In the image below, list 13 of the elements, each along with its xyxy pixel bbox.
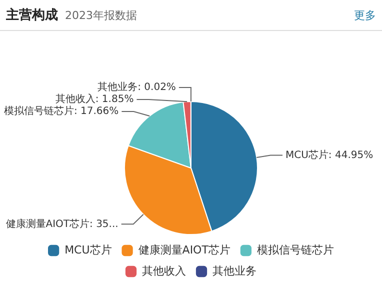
legend-label: 健康测量AIOT芯片	[138, 243, 230, 256]
legend-label: 模拟信号链芯片	[256, 243, 334, 256]
data-label: MCU芯片: 44.95%	[285, 148, 374, 161]
legend-label: 其他收入	[142, 264, 186, 278]
chart-title: 主营构成	[6, 6, 58, 24]
data-label: 其他收入: 1.85%	[55, 93, 134, 106]
legend-label: 其他业务	[212, 264, 256, 278]
legend-label: MCU芯片	[64, 243, 112, 256]
text: 更多	[354, 8, 376, 22]
data-label: 模拟信号链芯片: 17.66%	[4, 105, 119, 118]
data-label: 健康测量AIOT芯片: 35...	[6, 218, 118, 230]
chart-subtitle: 2023年报数据	[65, 8, 137, 22]
data-label: 其他业务: 0.02%	[98, 81, 176, 94]
